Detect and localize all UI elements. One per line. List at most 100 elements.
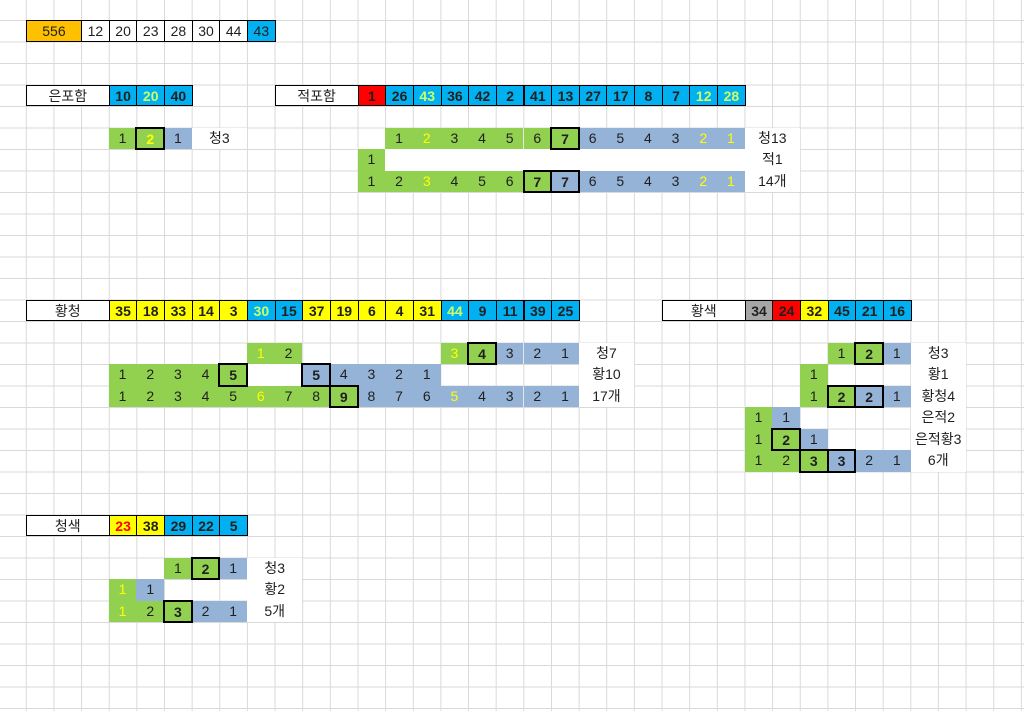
count-cell[interactable]: 2 bbox=[385, 170, 413, 192]
row-label[interactable]: 청13 bbox=[744, 127, 800, 149]
header-number-cell[interactable]: 9 bbox=[468, 299, 497, 321]
count-cell[interactable]: 4 bbox=[467, 341, 497, 365]
header-number-cell[interactable]: 40 bbox=[164, 84, 193, 106]
header-number-cell[interactable]: 43 bbox=[247, 20, 276, 42]
header-number-cell[interactable]: 7 bbox=[661, 84, 691, 106]
count-cell[interactable]: 3 bbox=[495, 342, 524, 364]
count-cell[interactable]: 9 bbox=[328, 384, 359, 408]
count-cell[interactable]: 3 bbox=[826, 449, 857, 473]
count-cell[interactable]: 2 bbox=[523, 385, 552, 407]
header-number-cell[interactable]: 27 bbox=[578, 84, 608, 106]
count-cell[interactable]: 1 bbox=[882, 385, 911, 407]
count-cell[interactable]: 5 bbox=[218, 363, 248, 387]
count-cell[interactable]: 3 bbox=[661, 127, 690, 149]
count-cell[interactable]: 5 bbox=[606, 127, 635, 149]
count-cell[interactable]: 2 bbox=[854, 341, 884, 365]
count-cell[interactable]: 2 bbox=[772, 450, 800, 472]
count-cell[interactable]: 1 bbox=[108, 385, 137, 407]
count-cell[interactable]: 8 bbox=[302, 385, 330, 407]
count-cell[interactable]: 1 bbox=[882, 342, 911, 364]
count-cell[interactable]: 5 bbox=[468, 170, 496, 192]
count-cell[interactable]: 4 bbox=[634, 170, 662, 192]
header-number-cell[interactable]: 6 bbox=[357, 299, 387, 321]
count-cell[interactable]: 3 bbox=[164, 364, 192, 386]
header-number-cell[interactable]: 31 bbox=[412, 299, 442, 321]
header-number-cell[interactable]: 24 bbox=[772, 299, 801, 321]
header-number-cell[interactable]: 32 bbox=[800, 299, 829, 321]
header-number-cell[interactable]: 43 bbox=[412, 84, 442, 106]
count-cell[interactable]: 6 bbox=[495, 170, 524, 192]
header-number-cell[interactable]: 1 bbox=[357, 84, 387, 106]
count-cell[interactable]: 1 bbox=[164, 127, 192, 149]
count-cell[interactable]: 1 bbox=[357, 149, 386, 171]
count-cell[interactable]: 1 bbox=[800, 428, 828, 450]
group-label[interactable]: 청색 bbox=[25, 514, 110, 536]
count-cell[interactable]: 7 bbox=[385, 385, 413, 407]
count-cell[interactable]: 6 bbox=[578, 170, 607, 192]
count-cell[interactable]: 3 bbox=[440, 127, 469, 149]
count-cell[interactable]: 3 bbox=[412, 170, 441, 192]
header-number-cell[interactable]: 14 bbox=[191, 299, 221, 321]
row-label[interactable]: 청3 bbox=[910, 342, 966, 364]
count-cell[interactable]: 1 bbox=[247, 342, 275, 364]
header-number-cell[interactable]: 42 bbox=[468, 84, 497, 106]
header-number-cell[interactable]: 21 bbox=[855, 299, 884, 321]
count-cell[interactable]: 5 bbox=[440, 385, 469, 407]
header-number-cell[interactable]: 25 bbox=[551, 299, 580, 321]
header-number-cell[interactable]: 30 bbox=[191, 20, 221, 42]
header-number-cell[interactable]: 20 bbox=[108, 20, 138, 42]
count-cell[interactable]: 3 bbox=[661, 170, 690, 192]
header-number-cell[interactable]: 16 bbox=[882, 299, 912, 321]
group-label[interactable]: 황청 bbox=[25, 299, 110, 321]
header-number-cell[interactable]: 3 bbox=[219, 299, 248, 321]
row-label[interactable]: 청3 bbox=[191, 127, 247, 149]
count-cell[interactable]: 1 bbox=[357, 170, 386, 192]
count-cell[interactable]: 2 bbox=[136, 600, 165, 622]
count-cell[interactable]: 8 bbox=[357, 385, 386, 407]
header-number-cell[interactable]: 29 bbox=[164, 514, 193, 536]
count-cell[interactable]: 7 bbox=[522, 169, 553, 193]
header-number-cell[interactable]: 28 bbox=[717, 84, 746, 106]
header-number-cell[interactable]: 26 bbox=[385, 84, 414, 106]
count-cell[interactable]: 2 bbox=[191, 600, 220, 622]
count-cell[interactable]: 1 bbox=[551, 342, 579, 364]
count-cell[interactable]: 5 bbox=[606, 170, 635, 192]
header-number-cell[interactable]: 20 bbox=[136, 84, 166, 106]
row-label[interactable]: 6개 bbox=[910, 450, 966, 472]
row-label[interactable]: 5개 bbox=[247, 600, 303, 622]
header-number-cell[interactable]: 18 bbox=[136, 299, 166, 321]
count-cell[interactable]: 4 bbox=[440, 170, 469, 192]
count-cell[interactable]: 6 bbox=[523, 127, 552, 149]
count-cell[interactable]: 7 bbox=[550, 169, 580, 193]
header-number-cell[interactable]: 33 bbox=[164, 299, 193, 321]
count-cell[interactable]: 6 bbox=[247, 385, 275, 407]
count-cell[interactable]: 1 bbox=[717, 127, 745, 149]
row-label[interactable]: 적1 bbox=[744, 149, 800, 171]
row-label[interactable]: 황청4 bbox=[910, 385, 966, 407]
header-number-cell[interactable]: 28 bbox=[164, 20, 193, 42]
header-number-cell[interactable]: 556 bbox=[25, 20, 83, 42]
header-number-cell[interactable]: 45 bbox=[827, 299, 857, 321]
count-cell[interactable]: 6 bbox=[578, 127, 607, 149]
row-label[interactable]: 황1 bbox=[910, 364, 966, 386]
header-number-cell[interactable]: 39 bbox=[523, 299, 553, 321]
header-number-cell[interactable]: 44 bbox=[219, 20, 248, 42]
header-number-cell[interactable]: 11 bbox=[495, 299, 525, 321]
count-cell[interactable]: 1 bbox=[219, 600, 247, 622]
count-cell[interactable]: 2 bbox=[274, 342, 303, 364]
count-cell[interactable]: 1 bbox=[136, 579, 165, 601]
header-number-cell[interactable]: 23 bbox=[136, 20, 166, 42]
header-number-cell[interactable]: 23 bbox=[108, 514, 138, 536]
count-cell[interactable]: 1 bbox=[744, 450, 773, 472]
header-number-cell[interactable]: 13 bbox=[551, 84, 580, 106]
count-cell[interactable]: 2 bbox=[854, 384, 884, 408]
row-label[interactable]: 황2 bbox=[247, 579, 303, 601]
count-cell[interactable]: 1 bbox=[882, 450, 911, 472]
header-number-cell[interactable]: 2 bbox=[495, 84, 525, 106]
count-cell[interactable]: 7 bbox=[550, 126, 580, 150]
count-cell[interactable]: 3 bbox=[799, 449, 829, 473]
count-cell[interactable]: 5 bbox=[301, 363, 331, 387]
row-label[interactable]: 17개 bbox=[578, 385, 635, 407]
row-label[interactable]: 은적황3 bbox=[910, 428, 966, 450]
count-cell[interactable]: 3 bbox=[163, 599, 193, 623]
